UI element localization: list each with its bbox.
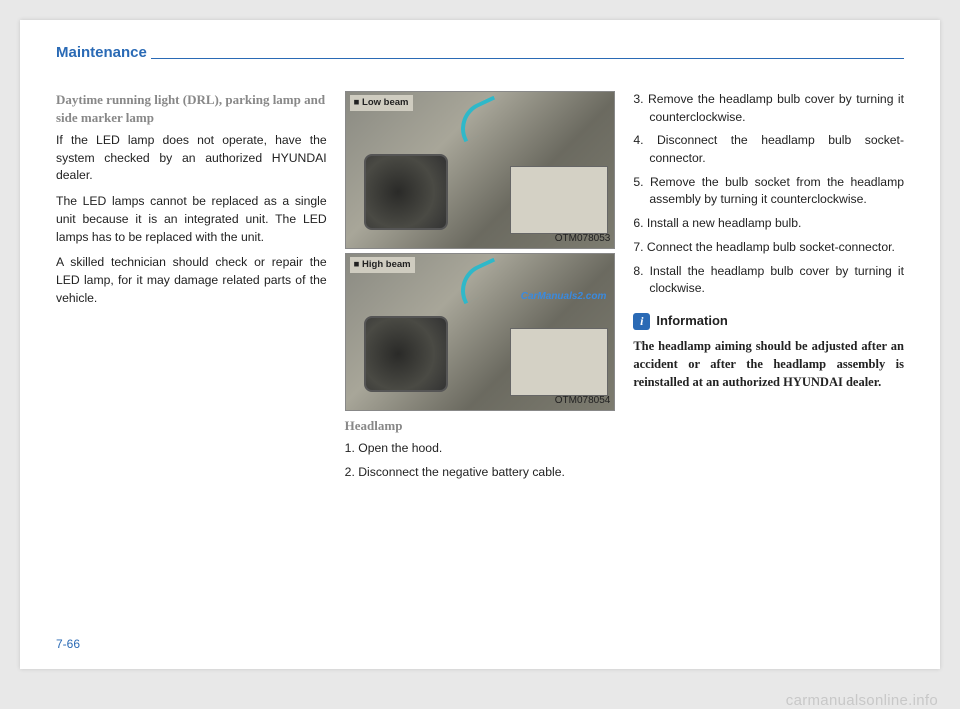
step-3: 3. Remove the headlamp bulb cover by tur… [633,91,904,126]
step-2: 2. Disconnect the negative battery cable… [345,464,616,482]
step-1: 1. Open the hood. [345,440,616,458]
page-header: Maintenance [56,44,904,63]
figure-label: ■ Low beam [350,95,413,111]
column-2: ■ Low beam OTM078053 ■ High beam CarManu… [345,91,616,487]
information-header: i Information [633,312,904,331]
figure-code: OTM078054 [555,394,611,409]
manual-page: Maintenance Daytime running light (DRL),… [20,20,940,669]
info-icon: i [633,313,650,330]
step-8: 8. Install the headlamp bulb cover by tu… [633,263,904,298]
headlamp-heading: Headlamp [345,417,616,436]
steps-list-part2: 3. Remove the headlamp bulb cover by tur… [633,91,904,298]
info-body: The headlamp aiming should be adjusted a… [633,337,904,391]
column-3: 3. Remove the headlamp bulb cover by tur… [633,91,904,487]
drl-para-1: If the LED lamp does not operate, have t… [56,132,327,185]
figure-low-beam: ■ Low beam OTM078053 [345,91,616,249]
inset-graphic [510,328,608,396]
arrow-icon [451,96,505,143]
info-title: Information [656,312,728,331]
figure-code: OTM078053 [555,232,611,247]
section-title: Maintenance [56,44,147,63]
arrow-icon [451,258,505,305]
column-1: Daytime running light (DRL), parking lam… [56,91,327,487]
drl-subheading: Daytime running light (DRL), parking lam… [56,91,327,126]
watermark-text: CarManuals2.com [521,290,607,305]
footer-watermark: carmanualsonline.info [786,692,938,709]
drl-para-2: The LED lamps cannot be replaced as a si… [56,193,327,246]
inset-graphic [510,166,608,234]
steps-list-part1: 1. Open the hood. 2. Disconnect the nega… [345,440,616,481]
lens-graphic [364,154,448,230]
drl-para-3: A skilled technician should check or rep… [56,254,327,307]
step-6: 6. Install a new headlamp bulb. [633,215,904,233]
step-7: 7. Connect the headlamp bulb socket-conn… [633,239,904,257]
content-columns: Daytime running light (DRL), parking lam… [56,91,904,487]
step-5: 5. Remove the bulb socket from the headl… [633,174,904,209]
figure-high-beam: ■ High beam CarManuals2.com OTM078054 [345,253,616,411]
page-number: 7-66 [56,637,80,651]
lens-graphic [364,316,448,392]
figure-label: ■ High beam [350,257,415,273]
header-rule [151,58,904,60]
step-4: 4. Disconnect the headlamp bulb socket-c… [633,132,904,167]
